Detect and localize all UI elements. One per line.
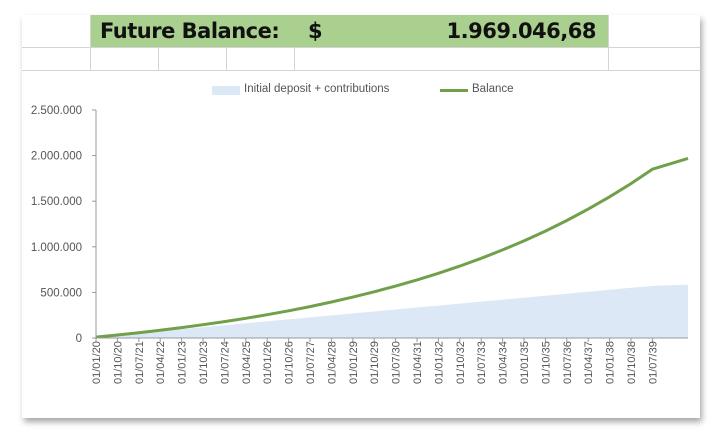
chart-sheet: Future Balance: $ 1.969.046,68 Initial d… bbox=[22, 15, 700, 418]
x-tick-label: 01/01/35 bbox=[519, 341, 531, 384]
x-tick-label: 01/01/38 bbox=[605, 341, 617, 384]
x-tick-label: 01/01/29 bbox=[348, 341, 360, 384]
cell-border bbox=[90, 15, 91, 70]
contributions-area bbox=[96, 284, 688, 338]
legend-label-balance: Balance bbox=[472, 83, 514, 95]
y-tick-label: 2.000.000 bbox=[31, 151, 82, 163]
x-tick-label: 01/10/26 bbox=[284, 341, 296, 384]
x-tick-label: 01/04/25 bbox=[241, 341, 253, 384]
x-tick-label: 01/10/29 bbox=[369, 341, 381, 384]
x-tick-label: 01/10/35 bbox=[540, 341, 552, 384]
x-tick-label: 01/04/34 bbox=[498, 341, 510, 384]
y-tick-label: 1.500.000 bbox=[31, 196, 82, 208]
legend-label-contributions: Initial deposit + contributions bbox=[244, 83, 390, 95]
x-tick-label: 01/07/27 bbox=[305, 341, 317, 384]
future-balance-label: Future Balance: bbox=[100, 19, 280, 43]
cell-border bbox=[226, 47, 227, 70]
x-tick-label: 01/07/21 bbox=[134, 341, 146, 384]
y-tick-label: 2.500.000 bbox=[31, 105, 82, 117]
x-tick-label: 01/04/22 bbox=[155, 341, 167, 384]
legend-swatch-balance bbox=[440, 89, 468, 92]
x-tick-label: 01/01/26 bbox=[262, 341, 274, 384]
legend-swatch-contributions bbox=[212, 86, 240, 95]
balance-line bbox=[95, 156, 689, 339]
x-tick-label: 01/04/31 bbox=[412, 341, 424, 384]
x-tick-label: 01/10/20 bbox=[112, 341, 124, 384]
y-tick-label: 1.000.000 bbox=[31, 242, 82, 254]
x-tick-label: 01/04/28 bbox=[326, 341, 338, 384]
x-tick-label: 01/01/20 bbox=[91, 341, 103, 384]
x-tick-label: 01/07/39 bbox=[647, 341, 659, 384]
cell-border bbox=[608, 15, 609, 70]
y-tick-label: 0 bbox=[76, 333, 82, 345]
x-tick-label: 01/01/23 bbox=[177, 341, 189, 384]
x-tick-label: 01/10/23 bbox=[198, 341, 210, 384]
x-tick-label: 01/04/37 bbox=[583, 341, 595, 384]
x-tick-label: 01/07/33 bbox=[476, 341, 488, 384]
cell-border bbox=[294, 47, 295, 70]
x-tick-label: 01/01/32 bbox=[433, 341, 445, 384]
x-tick-label: 01/07/36 bbox=[562, 341, 574, 384]
x-tick-label: 01/07/24 bbox=[219, 341, 231, 384]
x-tick-label: 01/10/38 bbox=[626, 341, 638, 384]
currency-symbol: $ bbox=[308, 19, 323, 43]
future-balance-banner: Future Balance: $ 1.969.046,68 bbox=[90, 15, 608, 47]
x-tick-label: 01/07/30 bbox=[391, 341, 403, 384]
cell-border bbox=[22, 70, 700, 71]
future-balance-value: 1.969.046,68 bbox=[446, 19, 597, 43]
y-tick-label: 500.000 bbox=[40, 287, 82, 299]
x-tick-label: 01/10/32 bbox=[455, 341, 467, 384]
cell-border bbox=[158, 47, 159, 70]
cell-border bbox=[22, 47, 700, 48]
